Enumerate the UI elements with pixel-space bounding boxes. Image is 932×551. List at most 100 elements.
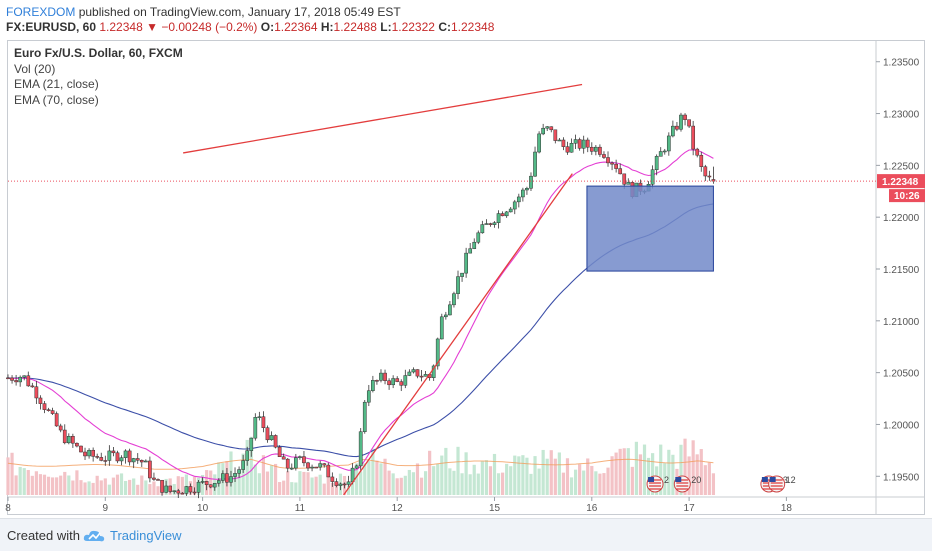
candle-body: [662, 150, 667, 153]
candle-body: [249, 437, 254, 451]
legend-ema70[interactable]: EMA (70, close): [14, 92, 99, 107]
candle-body: [229, 476, 233, 483]
candle-body: [553, 129, 558, 141]
candle-body: [614, 163, 618, 169]
volume-bar: [549, 450, 553, 495]
volume-bar: [679, 444, 683, 495]
candle-body: [480, 224, 485, 234]
candle-body: [675, 125, 679, 130]
candle-body: [565, 146, 570, 153]
candle-body: [626, 182, 631, 185]
volume-bar: [87, 481, 91, 495]
candle-body: [521, 189, 525, 198]
candle-body: [196, 481, 201, 493]
volume-bar: [468, 474, 472, 495]
volume-bar: [67, 475, 71, 495]
tradingview-link[interactable]: TradingView: [110, 528, 182, 543]
volume-bar: [638, 454, 643, 495]
candle-body: [695, 148, 700, 156]
candle-body: [204, 481, 209, 485]
candle-body: [212, 482, 217, 488]
candle-body: [253, 417, 258, 439]
candle-body: [131, 458, 136, 463]
candle-body: [699, 154, 704, 167]
volume-bar: [184, 474, 188, 495]
volume-bar: [687, 456, 691, 495]
last-price-tag: [877, 174, 925, 189]
y-tick-label: 1.23500: [883, 58, 920, 69]
candle-body: [200, 481, 205, 483]
close-value: 1.22348: [450, 20, 495, 34]
volume-bar: [436, 463, 440, 495]
volume-bar: [265, 471, 270, 495]
candle-body: [143, 460, 148, 463]
candle-body: [472, 241, 477, 249]
candle-body: [577, 139, 582, 149]
candle-body: [160, 479, 164, 493]
flag-canton: [648, 477, 655, 482]
volume-bar: [651, 453, 655, 495]
indicator-legend: Euro Fx/U.S. Dollar, 60, FXCM Vol (20) E…: [14, 46, 183, 108]
candle-body: [26, 375, 31, 387]
candle-body: [302, 456, 306, 464]
volume-bar: [505, 463, 509, 495]
candle-body: [91, 449, 95, 457]
chart-header: FOREXDOM published on TradingView.com, J…: [0, 0, 932, 38]
last-price-label: 1.22348: [882, 177, 919, 188]
candle-body: [277, 446, 282, 458]
candle-body: [403, 375, 408, 386]
author-link[interactable]: FOREXDOM: [6, 5, 76, 19]
candle-body: [6, 377, 10, 380]
volume-bar: [326, 474, 330, 495]
candle-body: [435, 338, 440, 367]
y-tick-label: 1.20500: [883, 369, 920, 380]
volume-bar: [322, 483, 326, 495]
volume-bar: [201, 474, 205, 495]
volume-bar: [395, 478, 399, 495]
y-tick-label: 1.21000: [883, 317, 920, 328]
volume-bar: [14, 475, 18, 495]
footer-bar: Created with TradingView: [0, 518, 932, 551]
y-tick-label: 1.22000: [883, 213, 920, 224]
event-badge-count: 20: [691, 475, 701, 485]
high-label: H:: [320, 20, 334, 34]
candle-body: [533, 151, 537, 177]
candle-body: [310, 466, 314, 469]
volume-bar: [484, 460, 488, 495]
close-label: C:: [438, 20, 451, 34]
volume-bar: [411, 472, 416, 495]
volume-bar: [79, 480, 83, 495]
volume-bar: [180, 476, 184, 495]
legend-ema21[interactable]: EMA (21, close): [14, 77, 99, 91]
candle-body: [508, 208, 513, 213]
target-zone-box: [586, 185, 714, 272]
legend-volume[interactable]: Vol (20): [14, 61, 56, 76]
volume-bar: [111, 477, 116, 495]
candle-body: [691, 125, 696, 150]
volume-bar: [83, 482, 87, 495]
volume-bar: [286, 471, 290, 495]
candle-body: [233, 473, 237, 477]
candle-body: [79, 445, 83, 453]
candle-body: [326, 464, 331, 478]
volume-bar: [545, 458, 549, 495]
volume-bar: [590, 465, 594, 495]
open-label: O:: [260, 20, 275, 34]
flag-canton: [769, 477, 776, 482]
candle-body: [119, 457, 124, 462]
candle-body: [152, 477, 156, 480]
candle-body: [318, 463, 323, 468]
candle-body: [330, 476, 335, 482]
volume-bar: [330, 482, 334, 495]
candle-body: [504, 211, 509, 217]
volume-bar: [622, 448, 626, 495]
candle-body: [622, 173, 627, 185]
candle-body: [156, 479, 160, 481]
candle-body: [606, 157, 610, 164]
candle-body: [358, 431, 363, 467]
candle-body: [387, 380, 391, 386]
candle-body: [383, 372, 387, 381]
candle-body: [512, 201, 517, 210]
candle-body: [176, 490, 181, 494]
